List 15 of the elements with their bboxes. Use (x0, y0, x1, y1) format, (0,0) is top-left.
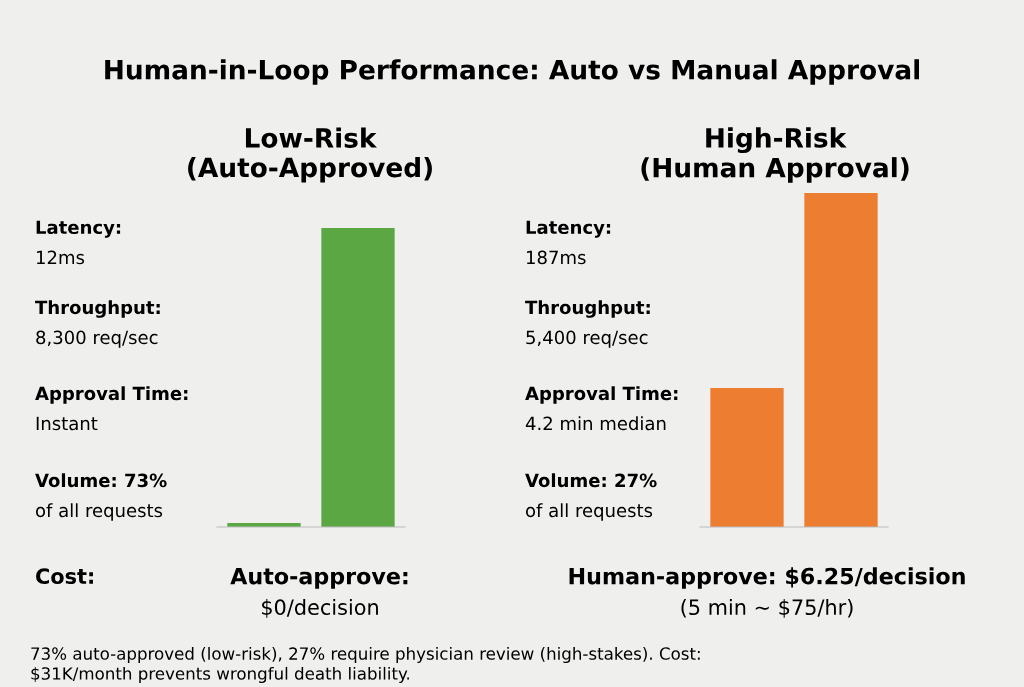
text: Throughput: 8,300 req/sec (35, 300, 160, 348)
text: Approval Time: 4.2 min median (525, 386, 678, 431)
chart-title: Low-Risk (Auto-Approved) (188, 127, 432, 183)
text: Volume: 73% of all requests (35, 473, 167, 521)
text: Latency: 187ms (526, 220, 611, 265)
text: Auto-approve: $0/decision (230, 567, 408, 618)
text: Human-in-Loop Performance: Auto vs Manual Approval (105, 59, 919, 85)
text: Cost: (36, 568, 93, 585)
text: Approval Time: Instant (35, 386, 188, 431)
chart-title: High-Risk (Human Approval) (641, 127, 909, 183)
text: Volume: 27% of all requests (525, 473, 657, 521)
text: 73% auto-approved (low-risk), 27% require physician review (high-stakes). Cost: $31K/month prevents wrongful death liability. (31, 646, 700, 684)
text: Throughput: 5,400 req/sec (525, 300, 650, 348)
text: Latency: 12ms (36, 220, 121, 265)
text: Human-approve: $6.25/decision (5 min ~ $75/hr) (569, 567, 965, 618)
